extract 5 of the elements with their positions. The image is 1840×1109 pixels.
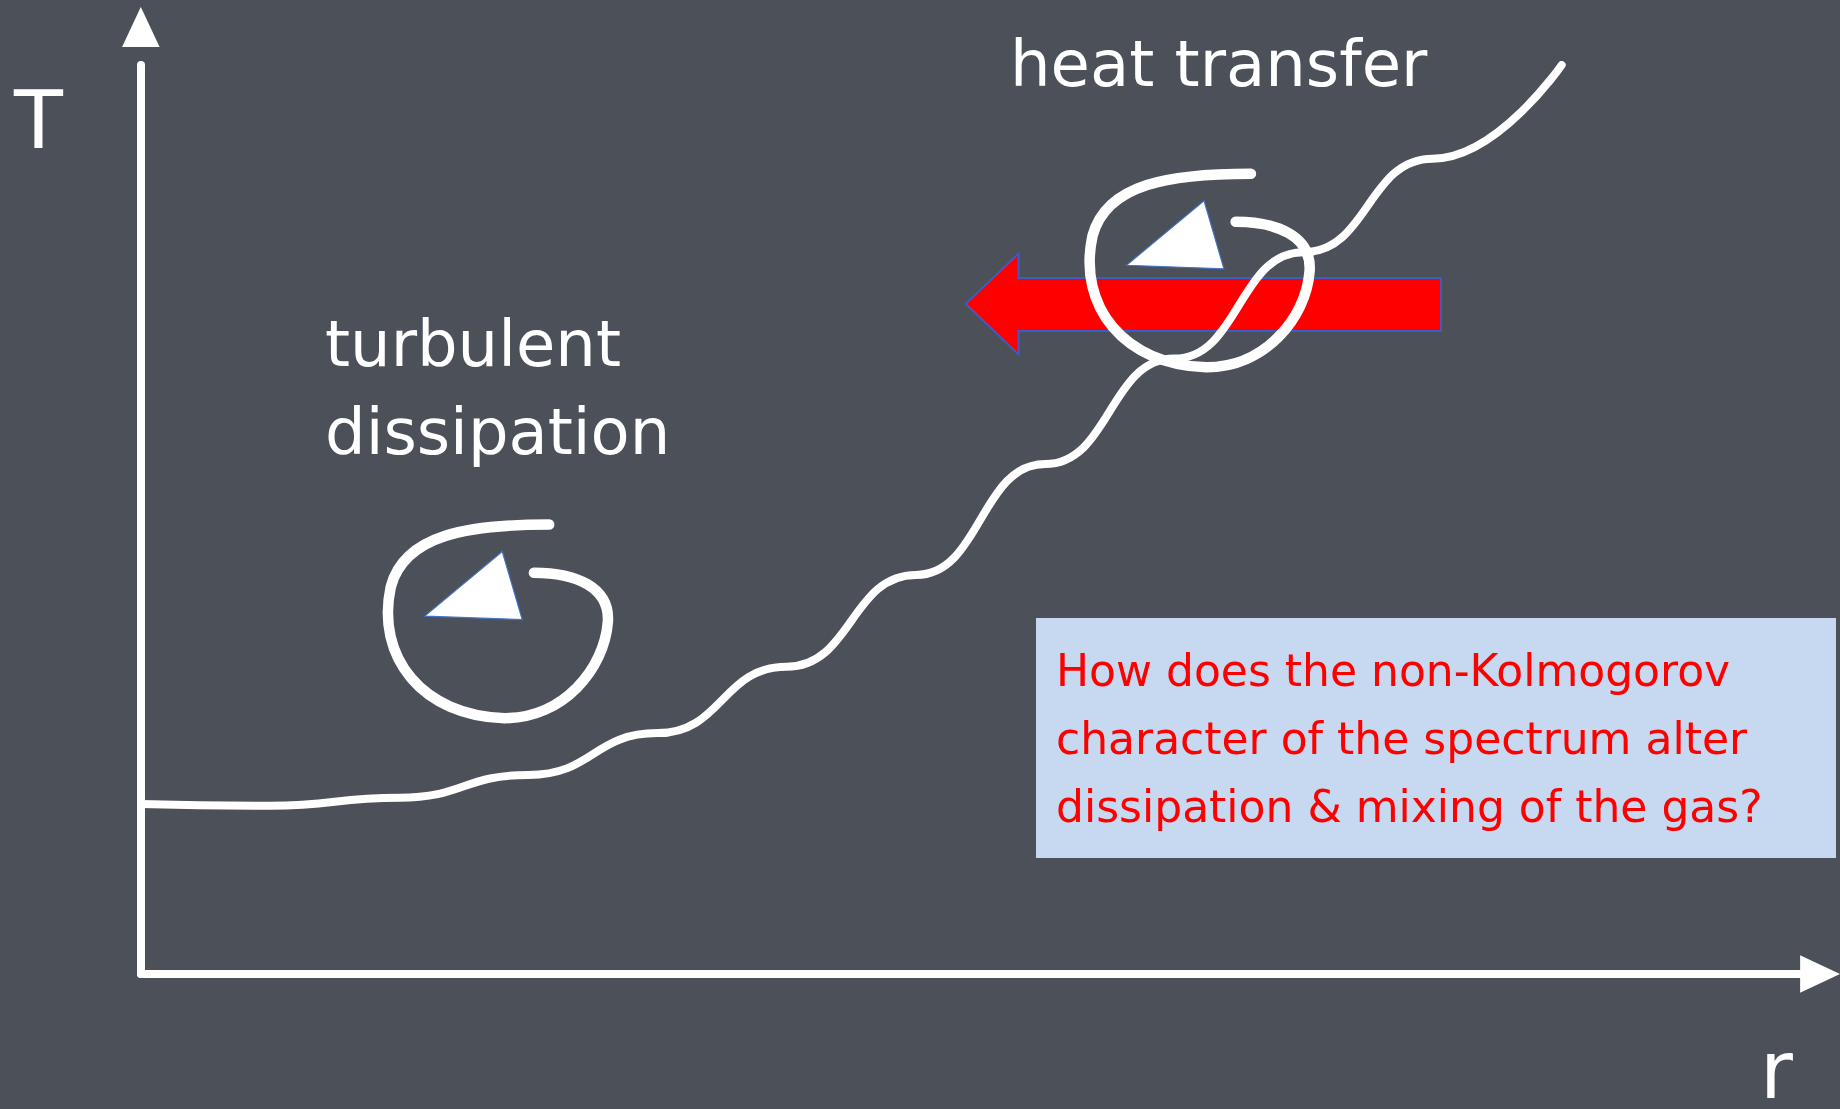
annotation: turbulent dissipation	[325, 307, 671, 469]
y-axis-title: T	[13, 73, 64, 167]
annotation: How does the non-Kolmogorov character of the spectrum alter dissipation & mixing of the gas?	[1056, 644, 1763, 832]
x-axis-title: r	[1760, 1023, 1793, 1109]
annotation: heat transfer	[1010, 27, 1429, 101]
